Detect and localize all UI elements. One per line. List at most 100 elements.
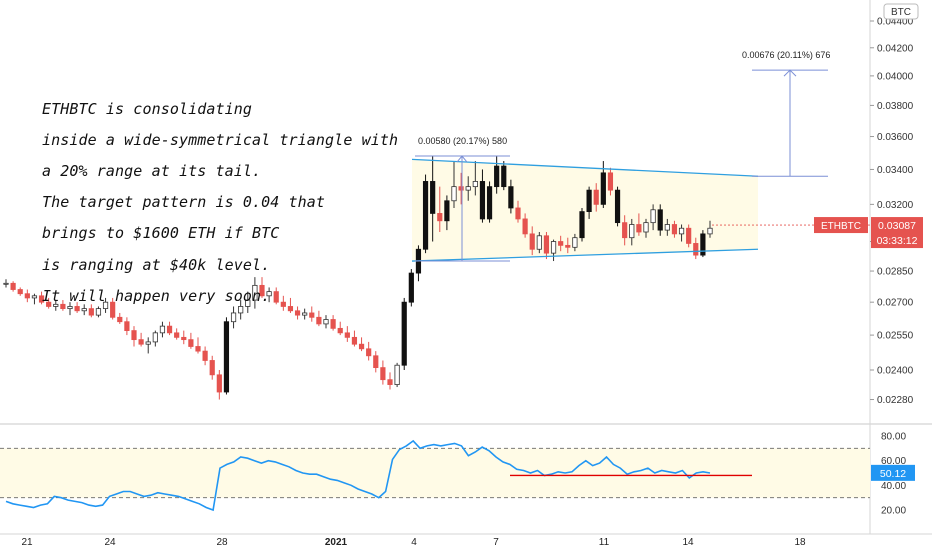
candle-body: [437, 213, 443, 222]
candle-body: [671, 224, 678, 235]
candle-body: [216, 374, 222, 393]
candle-body: [95, 308, 102, 316]
triangle-lines: [411, 158, 759, 262]
candle-body: [174, 332, 180, 338]
candle-body: [430, 181, 436, 214]
candle-body: [579, 211, 585, 239]
last-price-box: [871, 217, 923, 249]
time-tick-label: 7: [493, 537, 499, 548]
candle-body: [451, 186, 457, 202]
candle-body: [558, 241, 564, 246]
candle-body: [117, 316, 123, 323]
candle-body: [444, 200, 450, 222]
candle-body: [138, 339, 144, 345]
time-tick-label: 11: [599, 537, 610, 548]
candle-body: [422, 181, 429, 250]
time-tick-label: 2021: [325, 537, 348, 548]
candle-body: [280, 301, 286, 307]
candle-body: [152, 332, 158, 343]
candle-body: [38, 295, 45, 303]
candle-body: [636, 224, 642, 233]
candle-body: [337, 327, 343, 334]
candle-body: [494, 165, 500, 188]
candle-body: [536, 235, 542, 250]
candlestick-series: [3, 156, 713, 400]
countdown-label: 03:33:12: [877, 235, 918, 247]
rsi-tick-label: 40.00: [881, 481, 906, 492]
candle-body: [131, 330, 137, 341]
rsi-value-label: 50.12: [880, 468, 906, 480]
candle-body: [60, 303, 66, 310]
candle-body: [259, 284, 265, 297]
candle-body: [10, 282, 16, 290]
candle-body: [401, 301, 407, 366]
candle-body: [465, 186, 471, 191]
price-tick-label: 0.02400: [877, 366, 914, 377]
price-tick-label: 0.03800: [877, 101, 914, 112]
candle-body: [614, 189, 621, 224]
candle-body: [67, 306, 73, 310]
annotation-line: inside a wide-symmetrical triangle with: [42, 130, 399, 149]
rsi-tick-label: 20.00: [881, 506, 906, 517]
triangle-fill: [412, 159, 758, 262]
measure-tools: 0.00580 (20.17%) 580 0.00676 (20.11%) 676: [415, 50, 830, 262]
annotation-line: is ranging at $40k level.: [42, 255, 271, 274]
price-tick-label: 0.03600: [877, 132, 914, 143]
candle-body: [323, 319, 329, 325]
candle-body: [700, 233, 706, 256]
candle-body: [529, 233, 535, 250]
triangle-lower-line: [411, 248, 759, 262]
candle-body: [81, 308, 87, 312]
candle-body: [24, 293, 30, 299]
candle-body: [394, 364, 400, 385]
time-tick-label: 4: [411, 537, 417, 548]
triangle-area: [412, 159, 758, 262]
candle-body: [351, 336, 358, 345]
price-tick-label: 0.04000: [877, 71, 914, 82]
symbol-label-box: [814, 217, 868, 234]
measure-large-label: 0.00676 (20.11%) 676: [742, 50, 830, 60]
candle-body: [600, 172, 606, 205]
candle-body: [622, 222, 628, 239]
rsi-pane: [0, 439, 870, 512]
candle-body: [650, 209, 656, 224]
candle-body: [643, 222, 649, 233]
candle-body: [46, 301, 52, 307]
candle-body: [707, 227, 713, 235]
candle-body: [508, 186, 514, 209]
measure-small-arrowhead: [456, 155, 468, 163]
triangle-upper-line: [411, 158, 759, 177]
candle-body: [188, 339, 194, 347]
price-tick-label: 0.04200: [877, 43, 914, 54]
time-tick-label: 18: [794, 537, 806, 548]
candle-body: [266, 291, 272, 297]
currency-badge: BTC: [891, 7, 911, 18]
candle-body: [358, 343, 365, 350]
time-tick-label: 24: [104, 537, 116, 548]
price-tick-label: 0.02280: [877, 395, 914, 406]
rsi-band: [0, 448, 870, 498]
candle-body: [501, 165, 507, 188]
annotation-line: ETHBTC is consolidating: [42, 99, 253, 118]
time-tick-label: 14: [682, 537, 694, 548]
time-tick-label: 28: [216, 537, 228, 548]
candle-body: [593, 189, 599, 205]
candle-body: [294, 310, 301, 316]
currency-badge-box: [883, 3, 919, 20]
last-price-label: 0.03087: [878, 220, 916, 232]
measure-large-arrowhead: [783, 69, 797, 77]
annotation-line: The target pattern is 0.04 that: [42, 193, 326, 212]
candle-body: [522, 218, 528, 235]
candle-body: [543, 235, 550, 254]
candle-body: [209, 360, 215, 376]
candle-body: [586, 189, 592, 213]
candle-body: [17, 289, 23, 295]
rsi-tick-label: 60.00: [881, 456, 906, 467]
price-tick-label: 0.04400: [877, 17, 914, 28]
candle-body: [607, 172, 614, 191]
candle-body: [330, 319, 336, 329]
candle-body: [31, 295, 38, 299]
candle-body: [515, 207, 521, 220]
annotation-line: brings to $1600 ETH if BTC: [42, 224, 280, 243]
